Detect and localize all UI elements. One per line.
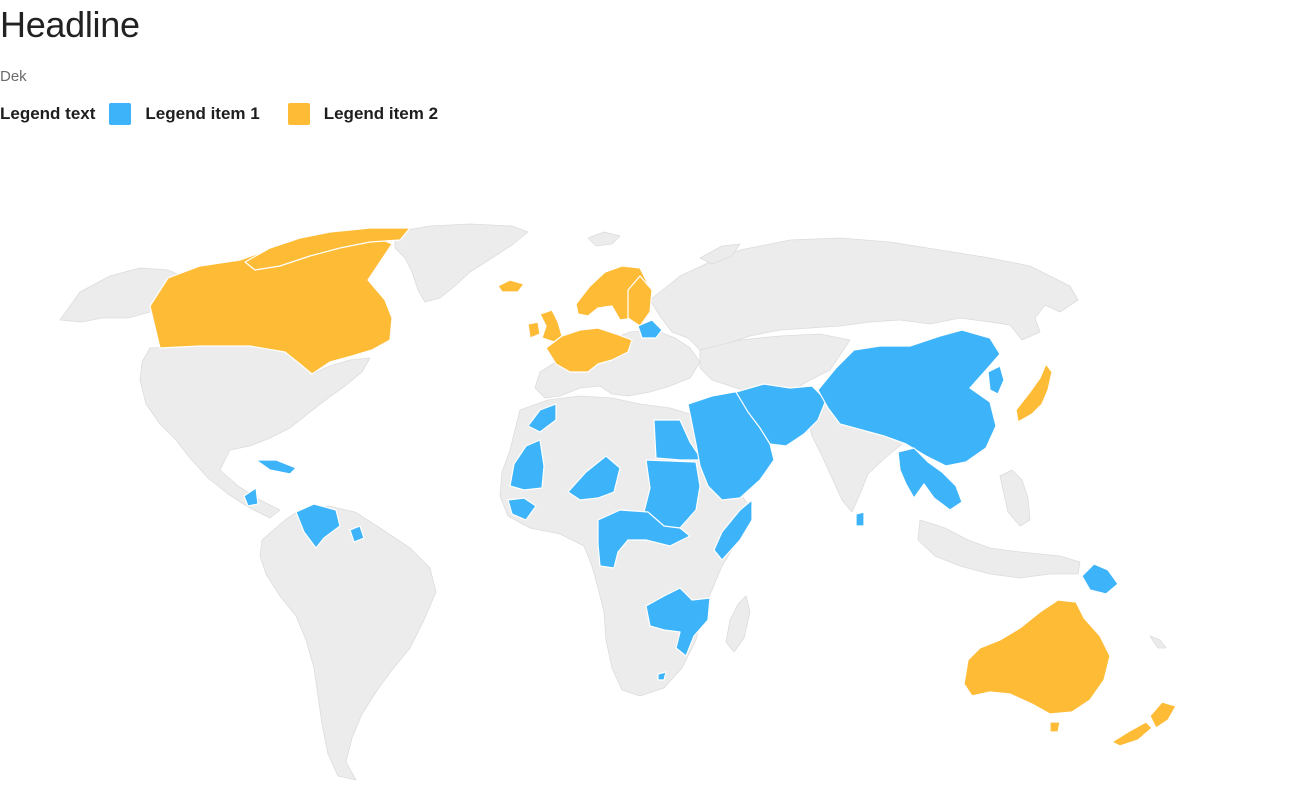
legend-swatch-1 — [109, 103, 132, 125]
australia — [963, 599, 1111, 715]
greenland — [394, 223, 529, 303]
new-caledonia — [1149, 635, 1167, 649]
southeast-asia-islands — [917, 519, 1081, 579]
cuba-hispaniola — [255, 459, 297, 475]
legend-item-2: Legend item 2 — [287, 103, 439, 125]
western-europe — [545, 327, 633, 373]
new-zealand-south — [1111, 721, 1153, 747]
northwest-africa — [527, 403, 557, 433]
lesotho — [657, 671, 667, 681]
dek: Dek — [0, 68, 27, 85]
legend-swatch-2 — [287, 103, 310, 125]
canadian-arctic-islands — [244, 227, 411, 271]
china — [817, 329, 1001, 467]
iceland — [497, 279, 525, 293]
nicaragua — [243, 487, 259, 507]
ireland — [527, 321, 541, 339]
legend-item-1-countries — [243, 319, 1119, 681]
mainland-southeast-asia — [897, 447, 963, 511]
arctic-islands-east — [699, 243, 741, 265]
svalbard — [587, 231, 621, 247]
united-kingdom — [539, 309, 563, 343]
belarus — [637, 319, 663, 339]
suriname — [349, 525, 365, 543]
world-choropleth-map — [59, 223, 1177, 781]
tasmania — [1049, 721, 1061, 733]
south-east-africa — [645, 587, 711, 657]
legend-item-2-countries — [149, 227, 1177, 747]
central-asia — [699, 333, 851, 397]
madagascar — [725, 595, 751, 653]
west-africa-coast — [507, 497, 537, 521]
philippines — [999, 469, 1031, 527]
legend-title: Legend text — [0, 104, 96, 123]
central-africa — [597, 509, 691, 569]
venezuela — [295, 503, 341, 549]
papua-new-guinea — [1081, 563, 1119, 595]
finland-baltics — [627, 275, 653, 327]
iran-afghanistan-pakistan — [735, 383, 827, 447]
new-zealand-north — [1149, 701, 1177, 729]
south-america — [259, 505, 437, 781]
mauritania-mali — [509, 439, 545, 491]
legend-label-2: Legend item 2 — [323, 104, 439, 123]
somalia — [713, 499, 753, 561]
legend: Legend text Legend item 1 Legend item 2 — [0, 103, 466, 125]
japan — [1015, 363, 1053, 423]
legend-item-1: Legend item 1 — [109, 103, 260, 125]
sri-lanka — [855, 511, 865, 527]
niger — [567, 455, 621, 501]
korea — [987, 365, 1005, 395]
legend-label-1: Legend item 1 — [145, 104, 260, 123]
headline: Headline — [0, 4, 140, 45]
